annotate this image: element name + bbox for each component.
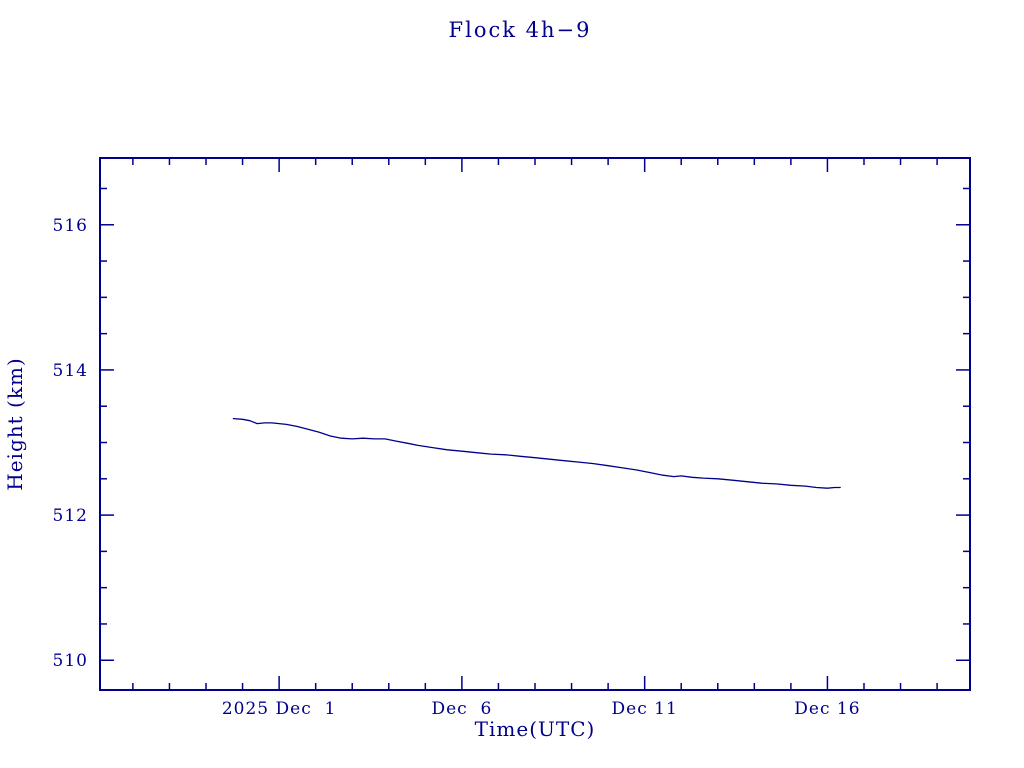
x-axis-label: Time(UTC) — [475, 717, 596, 741]
x-tick-label: 2025 Dec 1 — [222, 699, 337, 719]
x-tick-label: Dec 6 — [431, 699, 492, 719]
y-tick-label: 516 — [53, 216, 88, 236]
plot-generated-content: 2025 Dec 1 Dec 6 Dec 11 Dec 16 510 512 514 516 — [53, 157, 971, 719]
chart-title: Flock 4h−9 — [449, 18, 592, 42]
y-axis-ticks — [100, 187, 970, 661]
data-line-height-km — [232, 417, 841, 489]
x-tick-label: Dec 11 — [612, 699, 678, 719]
y-tick-label: 512 — [53, 506, 88, 526]
x-axis-ticks — [132, 158, 938, 690]
y-axis-label: Height (km) — [3, 357, 27, 490]
x-tick-label: Dec 16 — [794, 699, 860, 719]
y-tick-label: 514 — [53, 361, 88, 381]
plot-frame — [99, 157, 971, 691]
y-tick-label: 510 — [53, 651, 88, 671]
